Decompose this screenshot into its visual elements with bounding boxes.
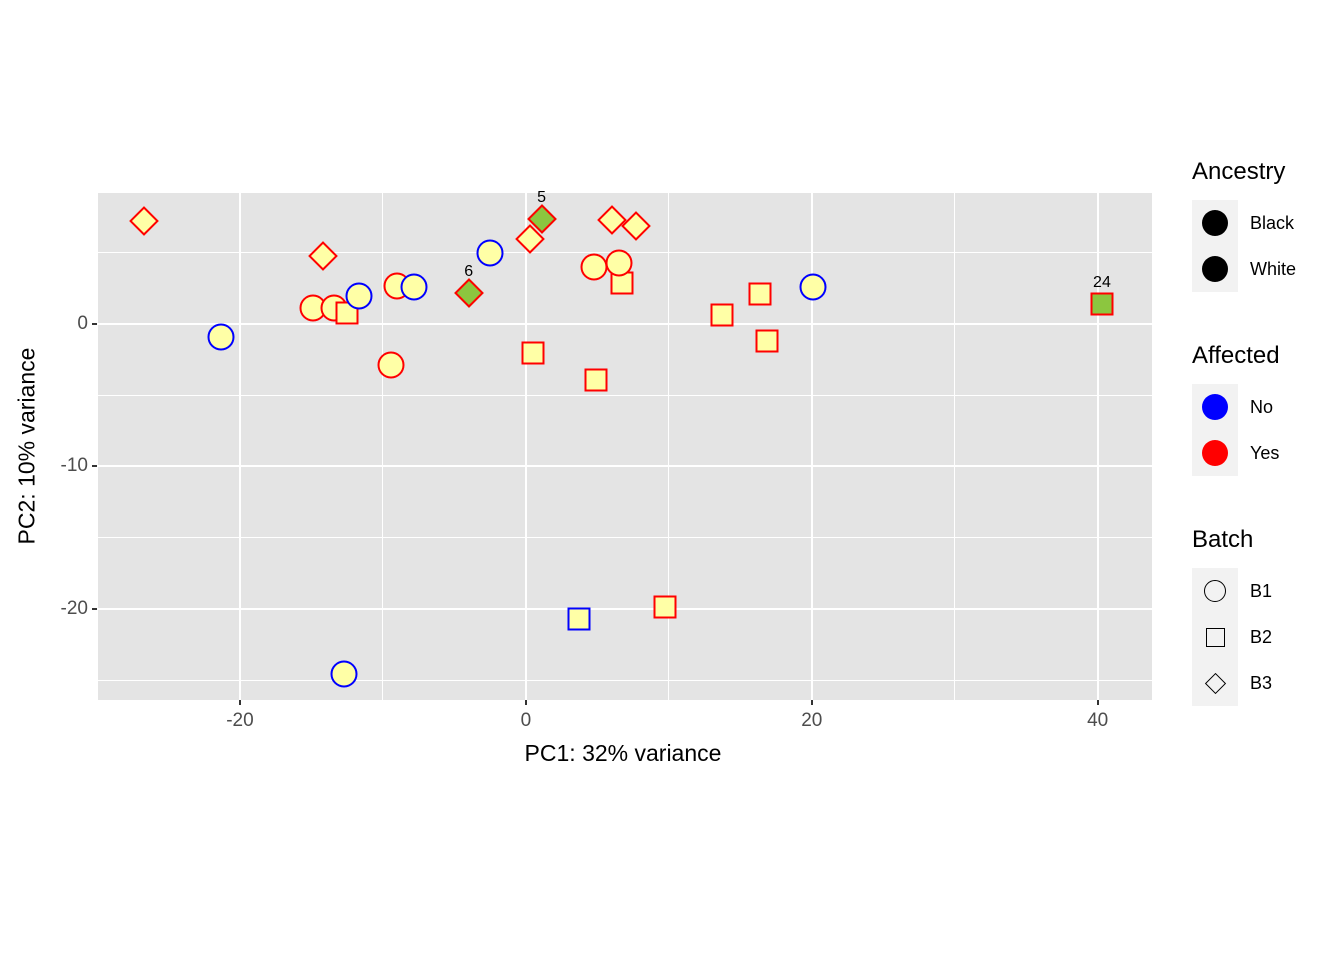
legend-group-ancestry: Ancestry Black White (1192, 158, 1296, 292)
data-point-square (567, 607, 591, 631)
legend-item-b2: B2 (1192, 614, 1296, 660)
legend-key-no (1192, 384, 1238, 430)
gridline-y-major (97, 323, 1152, 326)
legend-item-b1: B1 (1192, 568, 1296, 614)
data-point-square (755, 329, 779, 353)
diamond-icon (1204, 672, 1226, 694)
legend: Ancestry Black White Affected No Yes Batch B1 B2… (1192, 158, 1296, 756)
x-tick-label: 0 (520, 710, 532, 731)
data-point-circle (605, 249, 633, 277)
data-point-diamond (621, 210, 651, 241)
gridline-y-minor (97, 537, 1152, 539)
plot-panel: 5 6 24 (96, 188, 1152, 700)
x-axis-title: PC1: 32% variance (524, 740, 722, 766)
x-tick-label: -20 (226, 710, 254, 731)
data-point-circle (580, 253, 608, 281)
gridline-x-minor (668, 193, 670, 700)
square-icon (1205, 627, 1225, 647)
legend-title-ancestry: Ancestry (1192, 158, 1286, 185)
point-label: 24 (1093, 274, 1111, 292)
legend-key-black (1192, 200, 1238, 246)
circle-icon (1202, 440, 1228, 466)
gridline-x-minor (382, 193, 384, 700)
gridline-x-major (810, 193, 813, 700)
legend-title-batch: Batch (1192, 526, 1254, 553)
data-point-square (584, 368, 608, 392)
gridline-y-minor (97, 394, 1152, 396)
data-point-square (521, 341, 545, 364)
legend-item-no: No (1192, 384, 1296, 430)
legend-group-batch: Batch B1 B2 B3 (1192, 526, 1296, 706)
data-point-circle (799, 273, 827, 301)
legend-item-label: Black (1250, 212, 1295, 233)
data-point-circle (345, 282, 373, 310)
circle-icon (1202, 256, 1228, 282)
y-tick-label: -20 (60, 597, 88, 619)
y-axis-title: PC2: 10% variance (13, 347, 40, 545)
legend-item-white: White (1192, 246, 1296, 292)
data-point-diamond (596, 205, 627, 235)
y-tick-label: -10 (60, 455, 88, 477)
x-tick-mark (1096, 700, 1099, 705)
data-point-square (748, 282, 772, 306)
circle-icon (1202, 394, 1228, 420)
gridline-y-minor (97, 679, 1152, 681)
legend-item-black: Black (1192, 200, 1296, 246)
data-point-square (710, 303, 734, 327)
legend-item-label: White (1250, 258, 1297, 279)
legend-group-affected: Affected No Yes (1192, 342, 1296, 476)
data-point-square (653, 595, 677, 619)
legend-key-white (1192, 246, 1238, 292)
gridline-x-major (238, 193, 241, 700)
y-tick-mark (92, 465, 97, 468)
x-tick-mark (524, 700, 527, 705)
circle-icon (1202, 210, 1228, 236)
x-tick-mark (238, 700, 241, 705)
legend-item-label: B2 (1250, 626, 1273, 647)
legend-title-affected: Affected (1192, 342, 1280, 369)
data-point-square (1090, 292, 1114, 316)
point-label: 5 (537, 188, 547, 206)
gridline-x-major (1096, 193, 1099, 700)
legend-key-yes (1192, 430, 1238, 476)
x-tick-mark (810, 700, 813, 705)
data-point-circle (320, 294, 348, 322)
x-tick-label: 40 (1087, 710, 1109, 731)
legend-key-b1 (1192, 568, 1238, 614)
legend-key-b3 (1192, 660, 1238, 706)
legend-item-label: B3 (1250, 672, 1273, 693)
data-point-diamond (308, 240, 338, 271)
legend-item-label: B1 (1250, 580, 1273, 601)
legend-key-b2 (1192, 614, 1238, 660)
data-point-circle (207, 323, 235, 351)
y-tick-mark (92, 323, 97, 326)
point-label: 6 (464, 262, 474, 280)
y-tick-label: 0 (77, 313, 88, 335)
legend-item-label: No (1250, 396, 1274, 417)
x-tick-label: 20 (801, 710, 823, 731)
gridline-x-minor (96, 193, 98, 700)
gridline-x-minor (954, 193, 956, 700)
data-point-circle (299, 294, 327, 322)
data-point-circle (377, 351, 405, 379)
data-point-circle (330, 660, 358, 688)
legend-item-label: Yes (1250, 442, 1280, 463)
data-point-diamond (453, 277, 484, 308)
data-point-circle (476, 239, 504, 267)
legend-item-b3: B3 (1192, 660, 1296, 706)
legend-item-yes: Yes (1192, 430, 1296, 476)
gridline-y-major (97, 465, 1152, 468)
data-point-diamond (129, 206, 160, 237)
gridline-x-major (524, 193, 527, 700)
gridline-y-major (97, 607, 1152, 610)
y-tick-mark (92, 607, 97, 610)
data-point-circle (400, 273, 428, 301)
circle-icon (1204, 580, 1226, 602)
